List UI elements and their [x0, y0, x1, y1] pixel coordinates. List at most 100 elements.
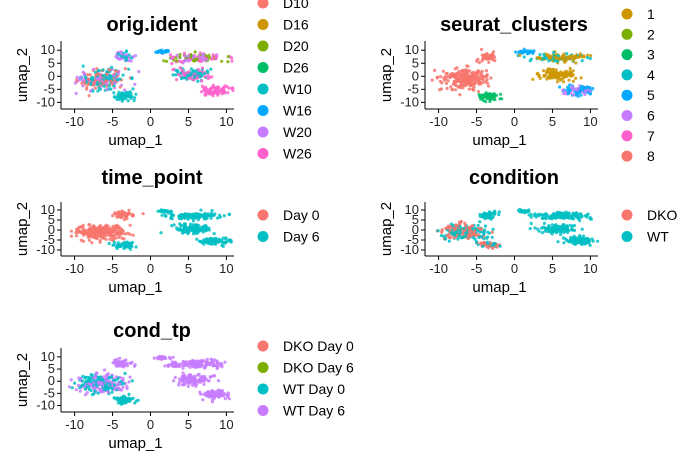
data-point: [216, 388, 220, 392]
data-point: [90, 373, 94, 377]
data-point: [134, 245, 138, 249]
data-point: [162, 59, 166, 63]
data-point: [469, 78, 473, 83]
data-point: [201, 54, 205, 58]
data-point: [563, 70, 567, 74]
data-point: [121, 241, 125, 245]
data-point: [450, 88, 454, 92]
data-point: [491, 215, 495, 219]
data-point: [178, 66, 182, 70]
x-tick-label: -10: [429, 114, 448, 129]
data-point: [181, 383, 185, 387]
data-point: [557, 226, 562, 231]
data-point: [159, 231, 163, 235]
data-point: [449, 225, 453, 229]
data-point: [176, 363, 180, 368]
data-point: [187, 216, 191, 220]
legend-key: [257, 209, 269, 221]
data-point: [87, 94, 91, 98]
data-point: [229, 238, 233, 242]
data-point: [189, 373, 193, 378]
data-point: [209, 392, 213, 396]
data-point: [117, 359, 121, 363]
data-point: [89, 82, 93, 86]
panel-title: cond_tp: [113, 320, 191, 342]
data-point: [117, 214, 121, 218]
data-point: [131, 233, 135, 237]
y-tick-label: 0: [412, 68, 419, 83]
y-tick-label: 10: [41, 202, 55, 217]
data-point: [194, 379, 198, 383]
data-point: [583, 240, 587, 245]
data-point: [554, 224, 558, 228]
data-point: [109, 87, 113, 91]
data-point: [160, 213, 164, 217]
x-tick-label: -5: [471, 114, 483, 129]
data-point: [585, 85, 589, 90]
data-point: [464, 76, 469, 80]
data-point: [565, 225, 569, 229]
y-tick-label: 5: [48, 55, 55, 70]
data-point: [569, 54, 573, 58]
data-point: [210, 361, 214, 365]
data-point: [541, 216, 545, 220]
data-point: [123, 245, 127, 250]
data-point: [92, 82, 96, 86]
data-point: [482, 95, 486, 99]
data-point: [455, 224, 459, 228]
legend-label: W16: [283, 103, 312, 119]
data-point: [590, 237, 594, 241]
data-point: [177, 383, 181, 387]
data-point: [533, 226, 537, 230]
data-point: [230, 56, 234, 60]
data-point: [452, 79, 456, 83]
data-point: [534, 215, 538, 219]
data-point: [173, 375, 177, 380]
legend-key: [621, 69, 633, 81]
data-point: [457, 228, 462, 232]
data-point: [206, 239, 210, 243]
data-point: [169, 216, 173, 220]
data-point: [223, 91, 227, 95]
data-point: [182, 71, 186, 75]
data-point: [183, 212, 187, 216]
data-point: [490, 230, 494, 234]
data-point: [542, 52, 546, 57]
data-point: [193, 58, 197, 62]
data-point: [105, 87, 109, 91]
data-point: [569, 238, 573, 242]
data-point: [447, 239, 451, 243]
umap-panel-3: time_point-10 -5 0 5 101050-5-10umap_1umap_2…: [14, 167, 320, 296]
data-point: [118, 356, 122, 360]
data-point: [571, 69, 575, 73]
data-point: [203, 93, 207, 97]
data-point: [223, 397, 227, 401]
data-point: [476, 69, 480, 73]
data-point: [528, 59, 532, 63]
data-point: [112, 396, 116, 400]
data-point: [453, 233, 457, 237]
data-point: [105, 70, 109, 74]
legend-key: [257, 340, 269, 352]
legend-key: [257, 126, 269, 138]
data-point: [583, 214, 588, 218]
data-point: [459, 219, 463, 224]
data-point: [491, 227, 495, 231]
data-point: [124, 232, 128, 236]
data-point: [113, 95, 117, 99]
data-point: [116, 397, 120, 401]
data-point: [186, 230, 190, 234]
x-tick-label: 5: [549, 114, 556, 129]
data-point: [542, 221, 547, 225]
data-point: [182, 216, 186, 220]
data-point: [112, 240, 117, 244]
data-point: [171, 73, 175, 77]
data-point: [207, 53, 211, 57]
data-point: [105, 72, 109, 76]
legend-label: 8: [647, 148, 655, 164]
data-point: [204, 363, 208, 367]
data-point: [460, 79, 464, 83]
data-point: [576, 238, 581, 242]
data-point: [566, 86, 571, 90]
legend-key: [257, 105, 269, 116]
